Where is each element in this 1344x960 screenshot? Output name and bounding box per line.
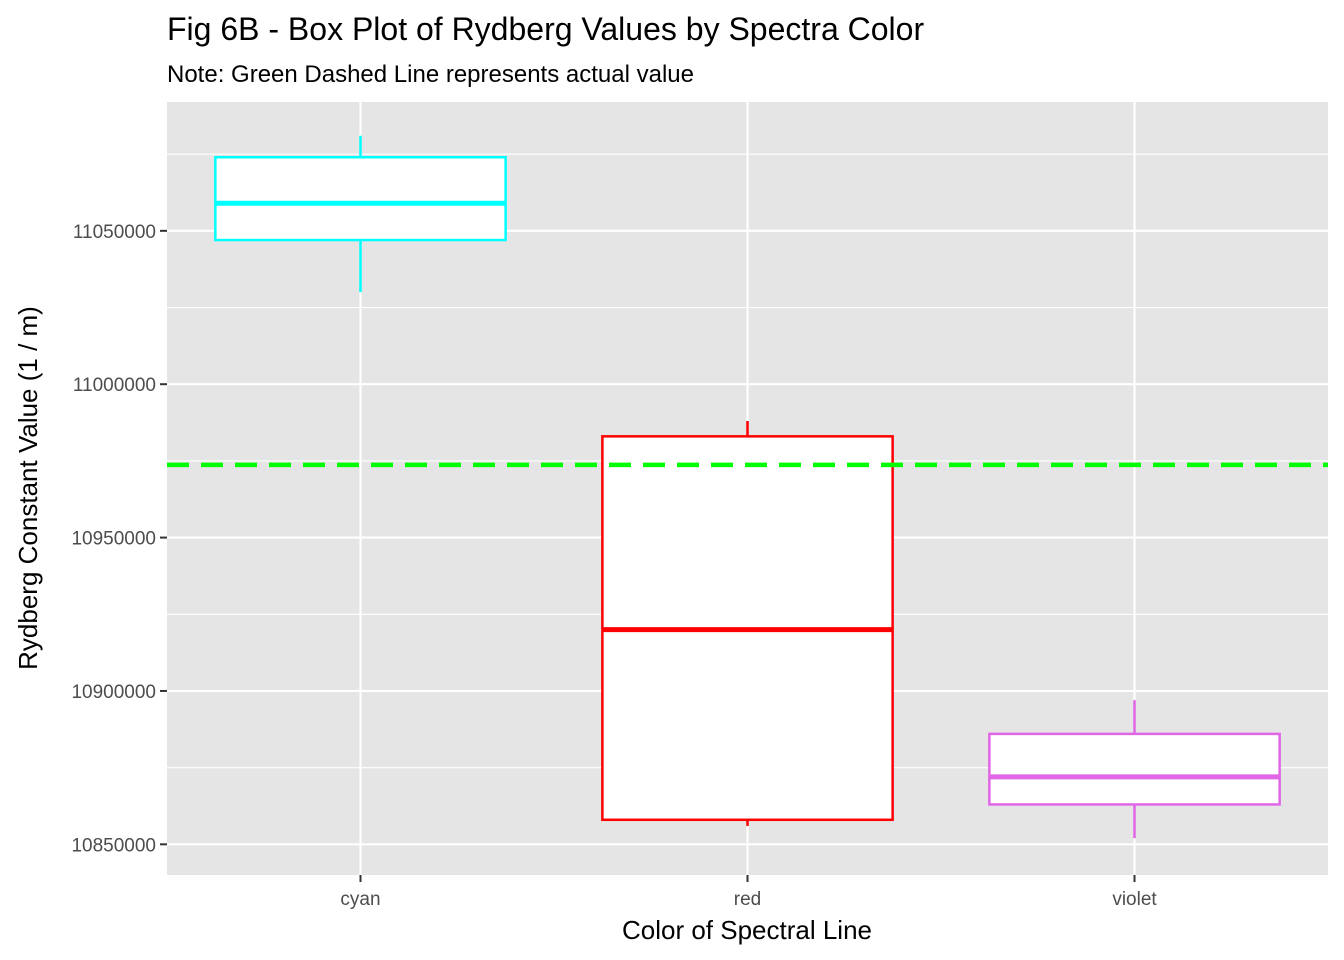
y-tick-label: 11000000 bbox=[73, 375, 156, 396]
x-axis-title: Color of Spectral Line bbox=[622, 915, 872, 945]
chart-subtitle: Note: Green Dashed Line represents actua… bbox=[167, 61, 694, 88]
x-axis: cyan red violet bbox=[340, 875, 1157, 910]
box-iqr bbox=[988, 732, 1281, 806]
box-cyan bbox=[214, 135, 507, 293]
y-tick-label: 11050000 bbox=[73, 222, 156, 243]
box-violet bbox=[988, 700, 1281, 839]
y-tick-label: 10900000 bbox=[71, 682, 156, 703]
box-series bbox=[214, 135, 1281, 839]
box-red bbox=[601, 421, 894, 826]
y-tick-label: 10950000 bbox=[71, 529, 156, 550]
x-tick-label-red: red bbox=[734, 889, 761, 910]
y-tick-label: 10850000 bbox=[71, 835, 156, 856]
chart-title: Fig 6B - Box Plot of Rydberg Values by S… bbox=[167, 11, 924, 47]
y-axis: 10850000 10900000 10950000 11000000 11050000 bbox=[71, 222, 167, 856]
x-tick-label-cyan: cyan bbox=[340, 889, 380, 910]
y-axis-title: Rydberg Constant Value (1 / m) bbox=[13, 306, 43, 670]
x-tick-label-violet: violet bbox=[1112, 889, 1157, 910]
box-iqr bbox=[214, 155, 507, 242]
